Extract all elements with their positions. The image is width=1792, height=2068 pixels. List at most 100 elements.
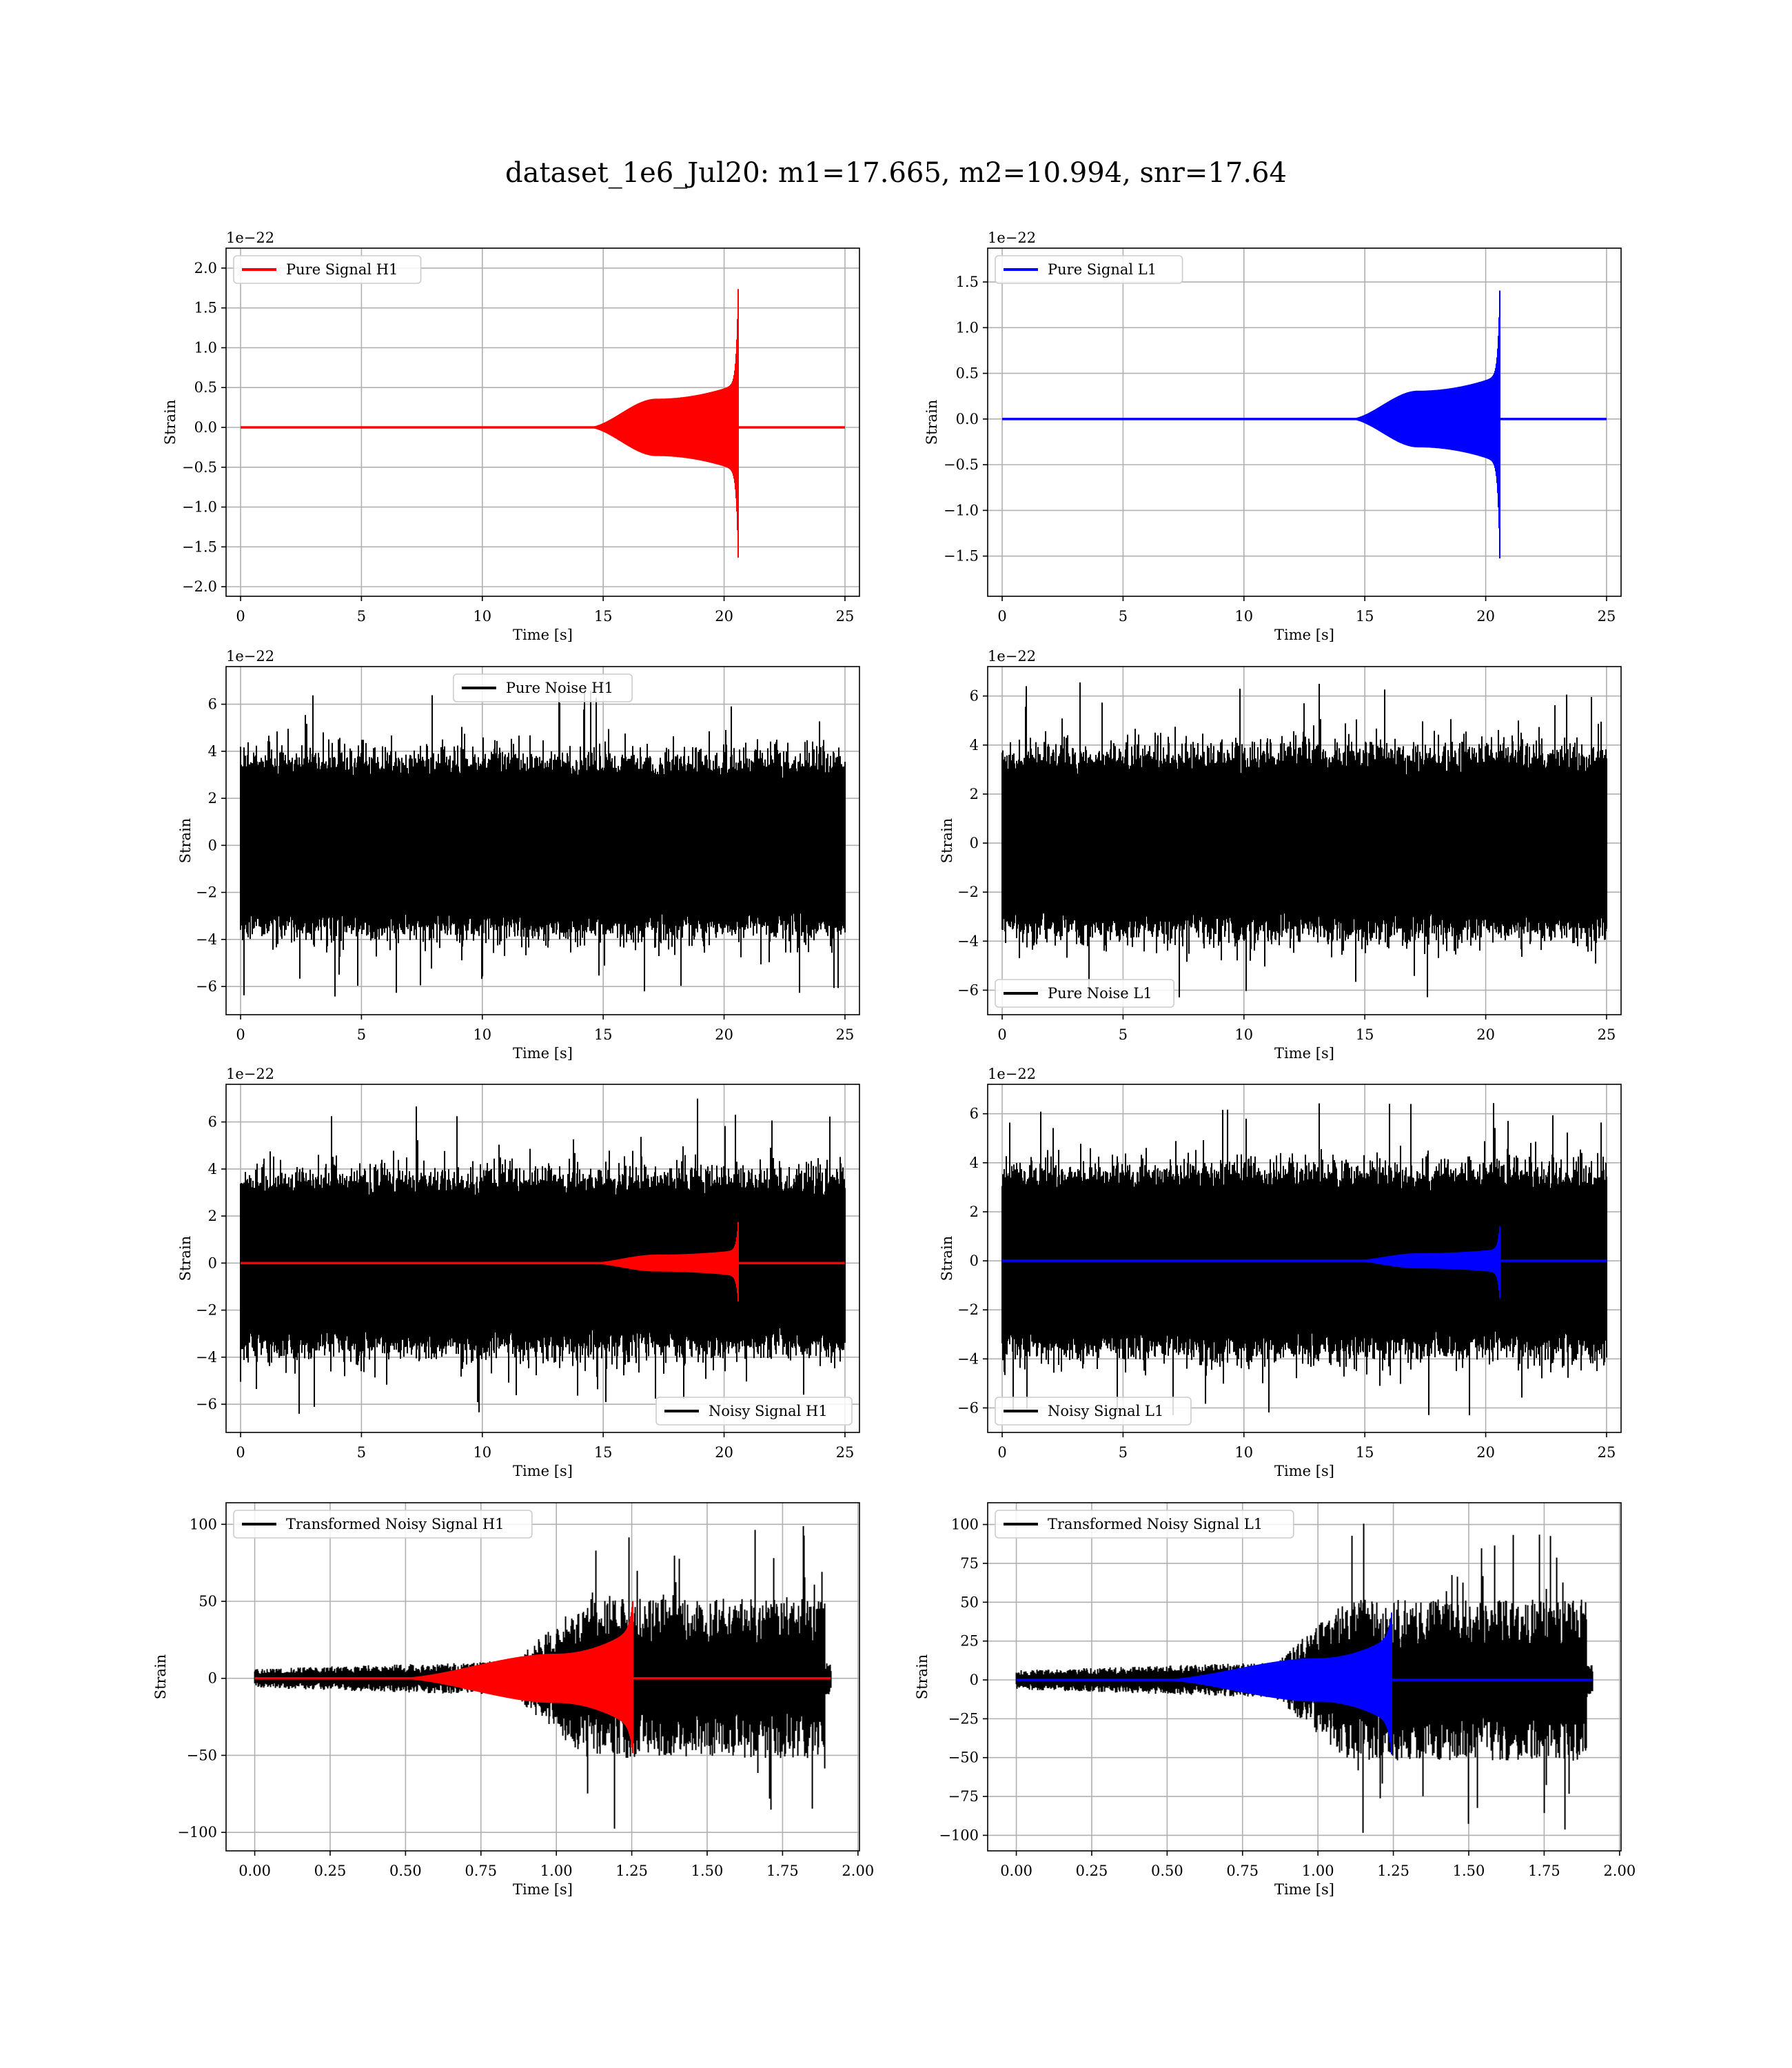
y-tick-label: −100 xyxy=(177,1824,217,1841)
plot-area xyxy=(240,686,846,997)
x-tick-label: 15 xyxy=(1356,1026,1374,1043)
y-tick-label: −2 xyxy=(957,884,979,900)
x-axis-label: Time [s] xyxy=(1274,627,1334,643)
y-axis-label: Strain xyxy=(939,818,955,864)
x-tick-label: 20 xyxy=(715,1026,733,1043)
y-axis-label: Strain xyxy=(914,1654,930,1700)
legend-label: Pure Noise H1 xyxy=(506,680,613,696)
x-tick-label: 10 xyxy=(473,608,491,625)
legend: Pure Noise H1 xyxy=(453,673,633,702)
x-tick-label: 1.25 xyxy=(1377,1863,1409,1879)
signal-chirp xyxy=(1155,1612,1392,1755)
x-tick-label: 5 xyxy=(357,608,366,625)
x-tick-label: 0.75 xyxy=(1226,1863,1259,1879)
x-axis-label: Time [s] xyxy=(1274,1463,1334,1479)
series-pure-signal-h1 xyxy=(241,289,845,558)
plot-area xyxy=(254,1526,832,1829)
y-tick-label: 1.5 xyxy=(956,274,979,290)
legend: Pure Noise L1 xyxy=(995,979,1175,1008)
legend: Pure Signal L1 xyxy=(995,255,1183,284)
y-tick-label: −4 xyxy=(196,931,217,948)
x-tick-label: 0.00 xyxy=(238,1863,271,1879)
signal-chirp xyxy=(587,289,739,558)
x-axis-label: Time [s] xyxy=(513,1881,573,1898)
y-tick-label: 6 xyxy=(970,688,979,704)
x-tick-label: 0.25 xyxy=(314,1863,347,1879)
x-tick-label: 25 xyxy=(1598,1444,1616,1461)
noise-trace xyxy=(1001,1103,1608,1416)
y-tick-label: 0 xyxy=(208,837,217,853)
axes-frame xyxy=(225,666,860,1015)
x-tick-label: 1.25 xyxy=(615,1863,648,1879)
y-tick-label: −1.0 xyxy=(944,502,979,518)
x-tick-label: 15 xyxy=(1356,608,1374,625)
legend-label: Pure Noise L1 xyxy=(1048,985,1152,1002)
series-pure-signal-l1 xyxy=(1002,290,1607,558)
y-tick-label: −6 xyxy=(957,982,979,998)
x-axis-label: Time [s] xyxy=(513,1045,573,1062)
x-tick-label: 0 xyxy=(997,608,1006,625)
x-tick-label: 10 xyxy=(1234,1444,1253,1461)
series-pure-noise-l1 xyxy=(1001,682,1608,997)
x-tick-label: 20 xyxy=(1476,608,1495,625)
y-tick-label: 4 xyxy=(208,1161,217,1177)
y-tick-label: −1.5 xyxy=(944,548,979,565)
x-tick-label: 0 xyxy=(236,1026,245,1043)
axes-frame xyxy=(987,666,1622,1015)
y-tick-label: 50 xyxy=(960,1594,979,1610)
y-tick-label: −2 xyxy=(196,884,217,901)
x-tick-label: 1.75 xyxy=(766,1863,799,1879)
y-tick-label: 2 xyxy=(970,786,979,802)
y-tick-label: −2 xyxy=(196,1302,217,1319)
y-tick-label: 0 xyxy=(970,1253,979,1269)
x-tick-label: 5 xyxy=(357,1026,366,1043)
x-tick-label: 10 xyxy=(1234,608,1253,625)
y-tick-label: −2 xyxy=(957,1301,979,1318)
x-tick-label: 15 xyxy=(594,1026,613,1043)
x-tick-label: 0 xyxy=(997,1026,1006,1043)
y-tick-label: 0 xyxy=(208,1670,217,1687)
y-tick-label: −25 xyxy=(948,1710,979,1727)
plot-area xyxy=(1002,290,1607,558)
signal-chirp xyxy=(588,1222,739,1302)
series-noisy-signal-l1 xyxy=(1001,1103,1608,1416)
y-tick-label: 0.0 xyxy=(194,419,217,436)
legend-box xyxy=(655,1397,853,1426)
x-tick-label: 0.75 xyxy=(465,1863,497,1879)
figure-title: dataset_1e6_Jul20: m1=17.665, m2=10.994,… xyxy=(505,157,1287,189)
y-axis-label: Strain xyxy=(162,400,179,445)
axes-frame xyxy=(225,247,860,597)
noise-trace xyxy=(1001,682,1608,997)
y-tick-label: −6 xyxy=(196,978,217,995)
x-tick-label: 5 xyxy=(357,1444,366,1461)
plot-area xyxy=(1001,1103,1608,1416)
signal-chirp xyxy=(1348,290,1500,558)
y-tick-label: 1.0 xyxy=(194,339,217,356)
x-tick-label: 1.00 xyxy=(540,1863,573,1879)
x-tick-label: 25 xyxy=(836,1026,855,1043)
legend: Noisy Signal H1 xyxy=(655,1397,853,1426)
y-tick-label: 6 xyxy=(208,696,217,713)
y-tick-label: 0 xyxy=(208,1255,217,1271)
x-tick-label: 25 xyxy=(836,1444,855,1461)
y-tick-label: −0.5 xyxy=(944,456,979,473)
y-tick-label: 4 xyxy=(970,737,979,753)
series-pure-noise-h1 xyxy=(240,686,846,997)
axis-offset-text: 1e−22 xyxy=(988,230,1036,246)
y-tick-label: −4 xyxy=(196,1349,217,1366)
y-tick-label: 6 xyxy=(970,1106,979,1122)
y-axis-label: Strain xyxy=(177,818,194,864)
y-tick-label: 2.0 xyxy=(194,260,217,276)
plot-area xyxy=(1001,682,1608,997)
signal-chirp xyxy=(1349,1226,1500,1299)
axes-frame xyxy=(987,1084,1622,1433)
y-tick-label: 0 xyxy=(970,835,979,851)
axis-offset-text: 1e−22 xyxy=(226,648,274,665)
noise-trace xyxy=(240,686,846,997)
x-tick-label: 0 xyxy=(236,1444,245,1461)
x-axis-label: Time [s] xyxy=(1274,1881,1334,1898)
axes-frame xyxy=(987,1502,1622,1852)
x-tick-label: 25 xyxy=(1598,608,1616,625)
x-tick-label: 15 xyxy=(594,1444,613,1461)
